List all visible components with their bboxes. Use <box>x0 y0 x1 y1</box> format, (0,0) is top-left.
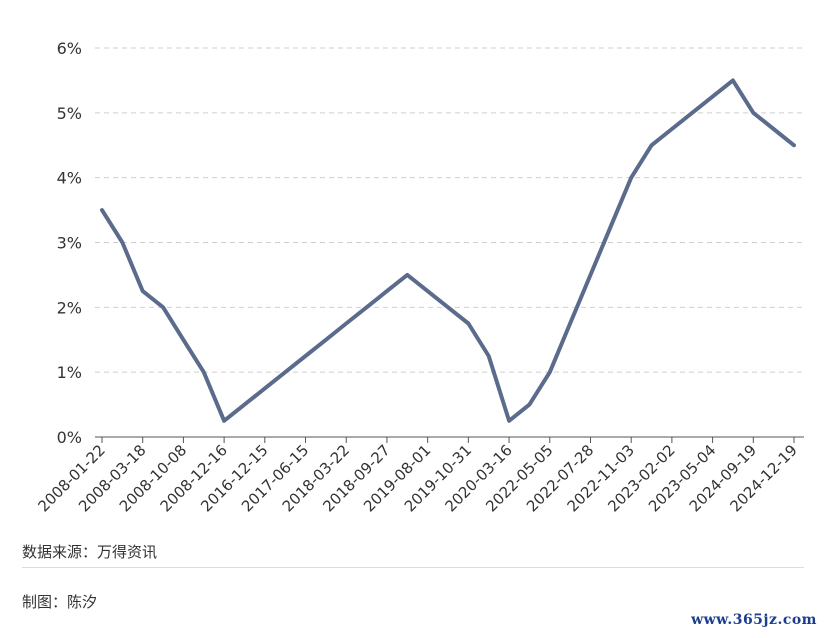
y-axis-labels: 0% 1% 2% 3% 4% 5% 6% <box>57 39 82 447</box>
y-tick-label: 5% <box>57 104 82 123</box>
y-tick-label: 6% <box>57 39 82 58</box>
site-watermark: www.365jz.com <box>691 612 817 628</box>
y-tick-label: 3% <box>57 234 82 253</box>
y-tick-label: 4% <box>57 169 82 188</box>
line-chart: 0% 1% 2% 3% 4% 5% 6% 2008-01-222008-03-182008-… <box>34 39 804 515</box>
x-axis-ticks <box>101 437 795 443</box>
y-tick-label: 0% <box>57 428 82 447</box>
series-layer <box>100 78 796 423</box>
chart-credit: 制图：陈汐 <box>22 593 98 611</box>
grid-lines <box>95 47 804 373</box>
footer-divider <box>22 567 804 568</box>
series-line <box>100 78 796 423</box>
x-axis-labels: 2008-01-222008-03-182008-10-082008-12-16… <box>34 441 800 515</box>
y-tick-label: 2% <box>57 298 82 317</box>
data-source-note: 数据来源：万得资讯 <box>22 543 158 561</box>
y-tick-label: 1% <box>57 363 82 382</box>
